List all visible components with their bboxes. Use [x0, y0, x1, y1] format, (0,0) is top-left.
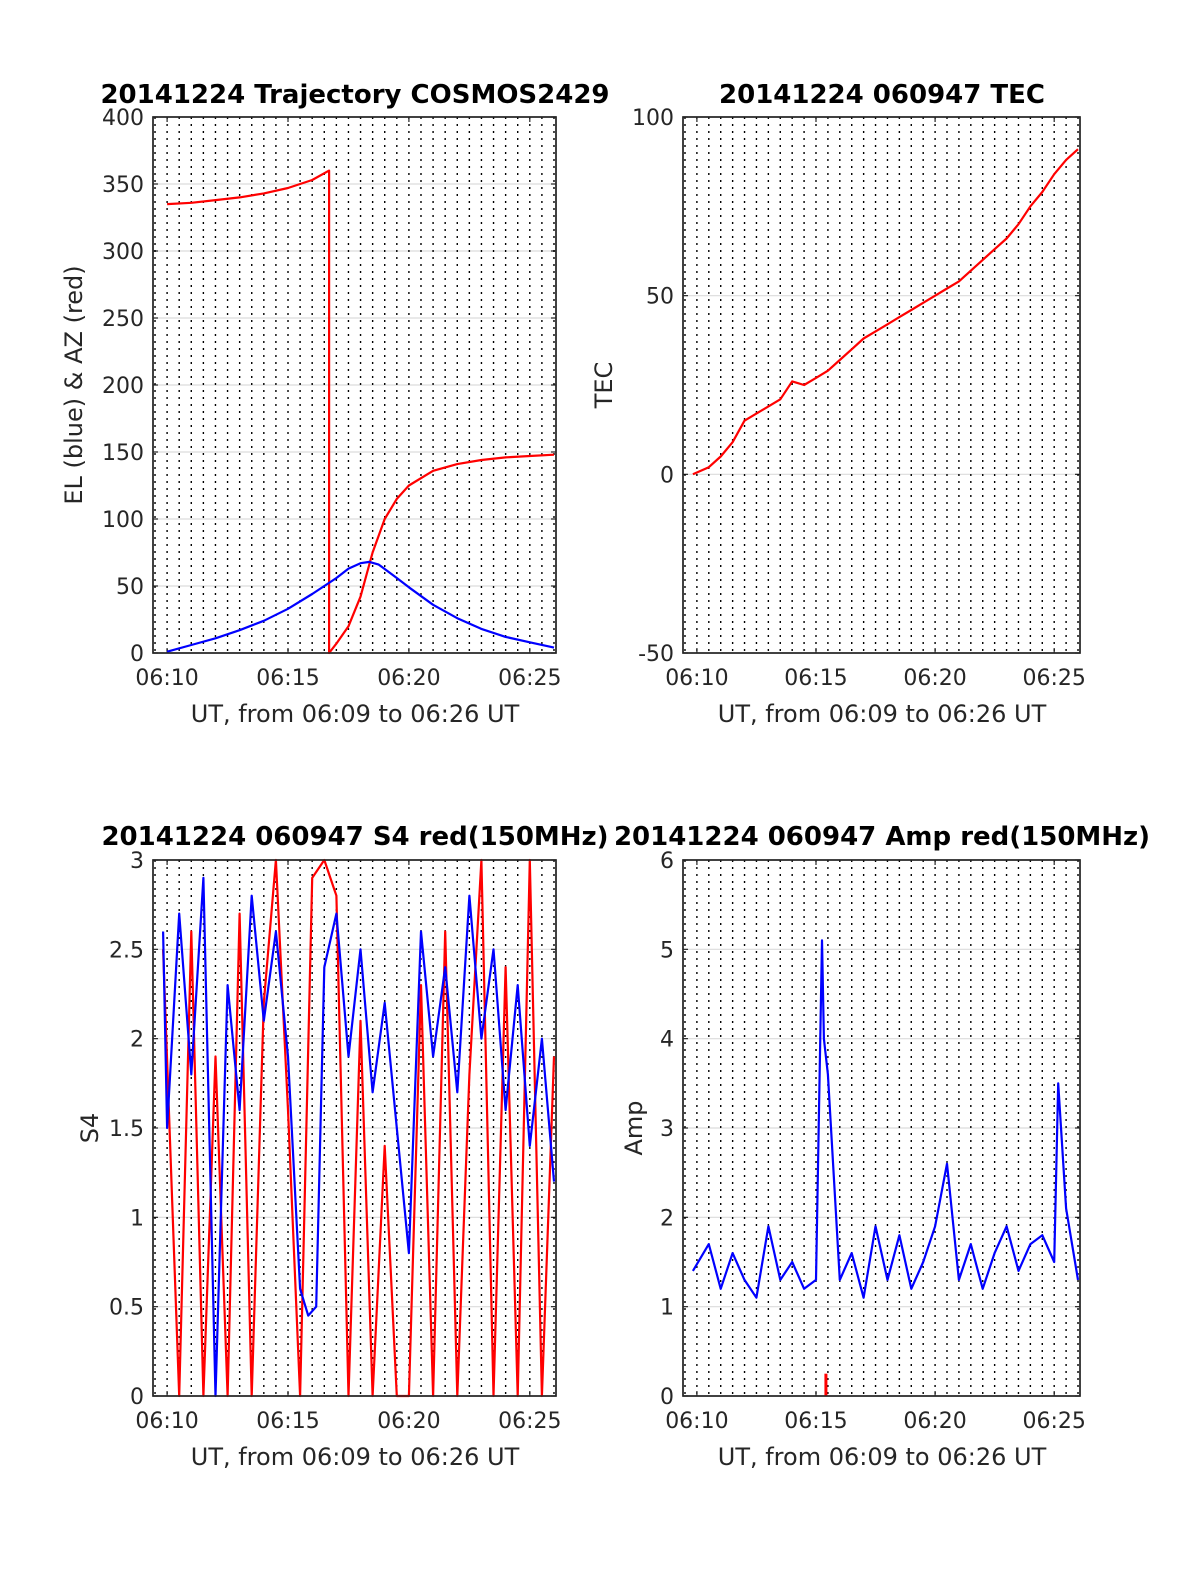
y-tick-label: 350 [102, 173, 144, 198]
x-tick-label: 06:20 [377, 666, 440, 691]
y-tick-label: 5 [660, 938, 674, 963]
plot-area: 0 50 100 150 200 250 300 350 400 06:10 06:15 06:20 0… [102, 106, 562, 691]
x-tick-label: 06:25 [1022, 666, 1085, 691]
y-axis-label: S4 [76, 1113, 104, 1144]
series-line-blue [162, 876, 556, 1398]
series-line-red [167, 169, 555, 655]
x-tick-label: 06:25 [498, 666, 561, 691]
x-tick-label: 06:10 [665, 666, 728, 691]
y-tick-label: 1 [660, 1296, 674, 1321]
y-axis-label: EL (blue) & AZ (red) [60, 265, 88, 504]
y-axis-label: Amp [620, 1100, 648, 1155]
panel-tec: -50 0 50 100 06:10 06:15 06:20 06:25 20141224 0… [590, 80, 1086, 728]
x-axis-label: UT, from 06:09 to 06:26 UT [718, 700, 1047, 728]
x-tick-label: 06:15 [784, 666, 847, 691]
plot-frame [682, 116, 1081, 654]
y-tick-label: 100 [632, 106, 674, 131]
series-line-blue [166, 560, 555, 653]
y-tick-label: 0 [660, 463, 674, 488]
panel-trajectory: 0 50 100 150 200 250 300 350 400 06:10 06:15 06:20 0… [60, 80, 610, 728]
y-tick-label: 1.5 [109, 1117, 144, 1142]
x-tick-label: 06:20 [903, 666, 966, 691]
x-tick-label: 06:20 [903, 1409, 966, 1434]
plot-area: 0 1 2 3 4 5 6 06:10 06:15 06:20 06:25 [660, 849, 1086, 1434]
x-tick-label: 06:15 [256, 1409, 319, 1434]
x-tick-label: 06:10 [135, 666, 198, 691]
y-tick-label: 2 [130, 1028, 144, 1053]
plot-border [682, 116, 1081, 654]
y-tick-label: 0.5 [109, 1296, 144, 1321]
y-tick-label: 50 [116, 575, 144, 600]
y-tick-label: 2 [660, 1206, 674, 1231]
plot-area: -50 0 50 100 06:10 06:15 06:20 06:25 [632, 106, 1086, 691]
series-line-blue [691, 939, 1080, 1299]
plot-border [682, 859, 1081, 1397]
y-tick-label: 0 [130, 642, 144, 667]
x-tick-label: 06:15 [256, 666, 319, 691]
series-line-red [162, 858, 556, 1398]
panel-s4: 0 0.5 1 1.5 2 2.5 3 06:10 06:15 06:20 06:25 201412… [76, 822, 609, 1471]
series-line-red [692, 148, 1079, 476]
x-tick-label: 06:25 [1022, 1409, 1085, 1434]
panel-title: 20141224 060947 Amp red(150MHz) [614, 822, 1150, 852]
y-tick-label: 400 [102, 106, 144, 131]
x-tick-label: 06:15 [784, 1409, 847, 1434]
panel-amp: 0 1 2 3 4 5 6 06:10 06:15 06:20 06:25 20141224 060… [614, 822, 1150, 1471]
x-tick-label: 06:25 [498, 1409, 561, 1434]
y-axis-label: TEC [590, 362, 618, 410]
y-tick-label: 3 [130, 849, 144, 874]
y-tick-label: 0 [660, 1385, 674, 1410]
x-axis-label: UT, from 06:09 to 06:26 UT [191, 700, 520, 728]
panel-title: 20141224 060947 TEC [719, 80, 1045, 110]
x-axis-label: UT, from 06:09 to 06:26 UT [191, 1443, 520, 1471]
plot-area: 0 0.5 1 1.5 2 2.5 3 06:10 06:15 06:20 06:25 [109, 849, 562, 1434]
y-tick-label: 2.5 [109, 938, 144, 963]
plot-border [152, 116, 557, 654]
y-tick-label: 100 [102, 508, 144, 533]
x-tick-label: 06:10 [135, 1409, 198, 1434]
y-tick-label: 1 [130, 1206, 144, 1231]
x-tick-label: 06:20 [377, 1409, 440, 1434]
panel-title: 20141224 Trajectory COSMOS2429 [100, 80, 609, 110]
y-tick-label: 50 [646, 285, 674, 310]
y-tick-label: 200 [102, 374, 144, 399]
y-tick-label: 6 [660, 849, 674, 874]
x-axis-label: UT, from 06:09 to 06:26 UT [718, 1443, 1047, 1471]
x-tick-label: 06:10 [665, 1409, 728, 1434]
panel-title: 20141224 060947 S4 red(150MHz) [101, 822, 608, 852]
plot-border [152, 859, 557, 1397]
y-tick-label: 250 [102, 307, 144, 332]
y-tick-label: -50 [638, 642, 674, 667]
y-tick-label: 3 [660, 1117, 674, 1142]
y-tick-label: 150 [102, 441, 144, 466]
y-tick-label: 4 [660, 1028, 674, 1053]
y-tick-label: 300 [102, 240, 144, 265]
y-tick-label: 0 [130, 1385, 144, 1410]
